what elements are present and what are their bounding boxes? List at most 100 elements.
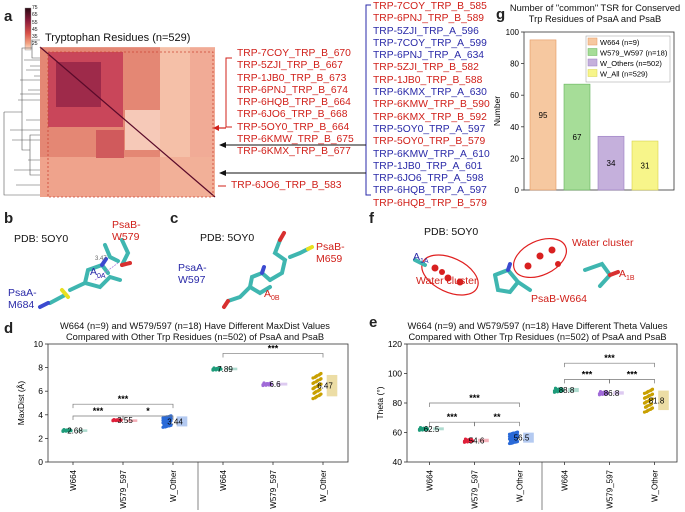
y-tick-label: 60 (393, 428, 403, 438)
data-point (467, 438, 472, 442)
box (433, 427, 444, 431)
bar (631, 140, 659, 191)
psab-w664-label: PsaB-W664 (531, 293, 588, 305)
x-tick-label: W579_597 (606, 469, 615, 508)
data-point (216, 367, 220, 371)
list-item: TRP-6KMX_TRP_A_630 (373, 87, 487, 99)
mean-label: 56.5 (514, 434, 530, 443)
data-point (66, 428, 70, 432)
psab-w579-label: PsaB- W579 (112, 219, 141, 243)
x-tick-label: W664 (426, 469, 435, 490)
box (478, 438, 489, 443)
data-point (311, 381, 315, 385)
bar (597, 135, 625, 191)
data-point (314, 380, 318, 384)
data-point (645, 395, 650, 399)
bar (563, 83, 591, 191)
highlight-box (47, 51, 214, 198)
list-item: TRP-6KMX_TRP_B_677 (237, 146, 351, 158)
x-tick-label: W664 (69, 469, 78, 490)
structure-f-graphic (413, 237, 620, 296)
x-tick-label: W579_597 (269, 469, 278, 508)
list-item: TRP-5OY0_TRP_B_664 (237, 121, 350, 133)
data-point (261, 383, 265, 387)
x-tick-label: W_Other (169, 470, 178, 502)
heatmap-title: Tryptophan Residues (n=529) (45, 32, 191, 44)
data-point (643, 405, 648, 409)
mean-label: 54.6 (469, 436, 485, 445)
legend-label: W_Others (n=502) (600, 59, 662, 68)
heatmap-matrix (39, 46, 216, 198)
y-tick-label: 60 (510, 91, 519, 100)
bar-chart: 0 20 40 60 80 100 Number 95 67 34 31 W664 (n=9) W579… (492, 28, 675, 195)
y-axis-label: MaxDist (Å) (16, 381, 26, 426)
x-tick-label: W_Other (319, 470, 328, 502)
data-point (553, 386, 558, 390)
list-item: TRP-6KMW_TRP_B_675 (237, 134, 354, 146)
list-item: TRP-6KMW_TRP_A_610 (373, 148, 490, 160)
data-point (161, 421, 165, 425)
significance-stars: ** (493, 412, 501, 422)
significance-stars: *** (469, 393, 480, 403)
legend-swatch (587, 58, 598, 67)
structure-b-graphic (38, 238, 132, 309)
list-item: TRP-1JB0_TRP_A_601 (373, 160, 483, 172)
y-tick-label: 6 (38, 386, 43, 396)
mean-label: 7.89 (217, 365, 233, 374)
list-item: TRP-6PNJ_TRP_B_589 (373, 13, 485, 25)
box (226, 367, 238, 371)
significance-stars: *** (447, 412, 458, 422)
data-point (646, 399, 651, 403)
x-tick-label: W664 (561, 469, 570, 490)
group-label: C_CG_CZ3 (251, 510, 296, 512)
legend (585, 35, 671, 83)
theta-chart-title: W664 (n=9) and W579/597 (n=18) Have Diff… (407, 321, 668, 342)
x-tick-label: W579_597 (119, 469, 128, 508)
list-item: TRP-6KMW_TRP_B_590 (373, 99, 490, 111)
data-point (642, 401, 647, 405)
significance-stars: *** (604, 353, 615, 363)
list-item: TRP-7COY_TRP_B_670 (237, 48, 351, 59)
maxdist-chart: 0 2 4 6 8 10 MaxDist (Å) 2.68 W664 3.55 W579_597 3.… (16, 340, 349, 512)
right-residue-list: TRP-7COY_TRP_B_585 TRP-6PNJ_TRP_B_589 TR… (373, 1, 490, 210)
pdb-label-b: PDB: 5OY0 (14, 233, 69, 245)
data-point (557, 387, 562, 392)
data-point (644, 391, 649, 395)
legend-label: W664 (n=9) (600, 38, 640, 47)
list-item: TRP-6HQB_TRP_B_579 (373, 197, 487, 209)
panel-label-f: f (369, 210, 374, 227)
box (658, 390, 669, 411)
structure-c-graphic (222, 231, 314, 309)
bar-value-label: 34 (607, 159, 616, 168)
list-item: TRP-5ZJI_TRP_A_596 (373, 25, 479, 37)
list-item: TRP-5ZJI_TRP_B_582 (373, 62, 479, 74)
data-point (313, 375, 317, 379)
data-point (315, 384, 319, 389)
list-item: TRP-5ZJI_TRP_B_667 (237, 60, 343, 72)
legend-swatch (587, 69, 598, 77)
legend-swatch (587, 37, 598, 46)
panel-label-d: d (4, 320, 14, 337)
maxdist-chart-title: W664 (n=9) and W579/597 (n=18) Have Diff… (60, 321, 330, 342)
y-axis-label: Theta (°) (375, 386, 385, 419)
list-item: TRP-7COY_TRP_B_585 (373, 1, 487, 12)
distance-label: 3.47 (95, 256, 107, 262)
data-point (61, 429, 65, 433)
y-tick-label: 40 (510, 123, 519, 132)
psaa-w597-label: PsaA- W597 (178, 262, 207, 286)
significance-stars: * (146, 406, 150, 416)
significance-bracket (564, 379, 610, 384)
data-point (650, 397, 655, 401)
group-label: N_CA_O (457, 510, 491, 512)
group-label: C_CG_CZ3 (587, 510, 632, 512)
panel-label-c: c (170, 210, 179, 227)
data-point (417, 427, 422, 432)
data-point (319, 382, 323, 386)
legend-label: W579_W597 (n=18) (600, 49, 668, 58)
mean-label: 6.47 (317, 382, 333, 391)
data-point (602, 391, 607, 395)
data-point (422, 426, 427, 431)
panel-label-b: b (4, 210, 14, 227)
data-point (317, 373, 321, 377)
y-tick-label: 120 (388, 340, 402, 349)
